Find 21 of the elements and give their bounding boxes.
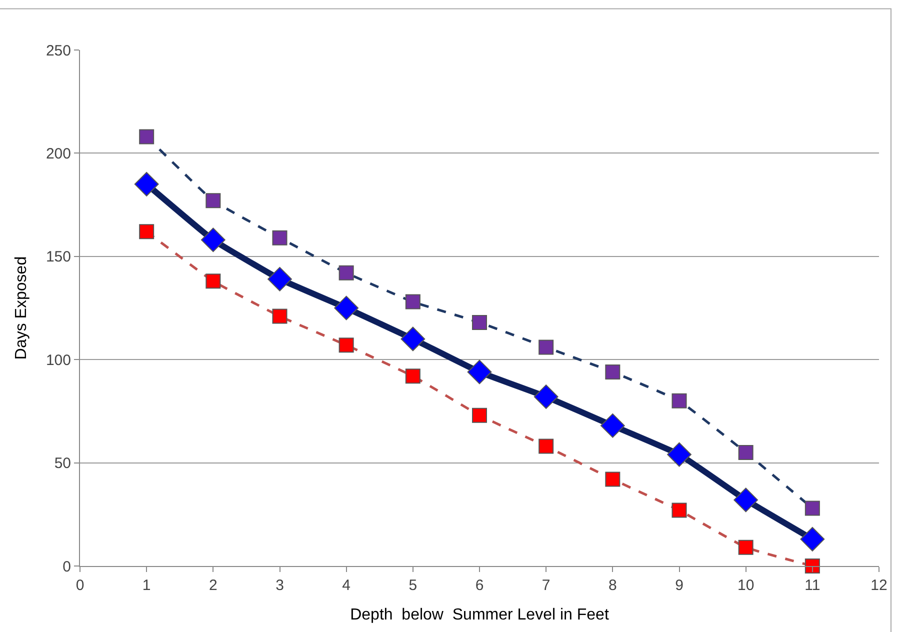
x-tick-label: 12	[870, 577, 888, 594]
y-tick-label: 150	[46, 248, 71, 266]
x-tick-label: 4	[342, 577, 350, 594]
x-axis-title: Depth below Summer Level in Feet	[350, 606, 610, 624]
x-tick-label: 9	[675, 577, 684, 594]
x-tick-label: 7	[542, 577, 550, 594]
x-tick-label: 3	[276, 577, 284, 594]
x-tick-label: 10	[737, 577, 754, 594]
x-tick-label: 6	[475, 577, 484, 594]
x-tick-label: 5	[408, 577, 418, 594]
y-tick-label: 200	[46, 145, 71, 162]
y-tick-label: 50	[54, 455, 71, 472]
y-axis-title: Days Exposed	[12, 256, 30, 360]
x-tick-label: 0	[76, 577, 84, 594]
x-tick-label: 2	[209, 577, 218, 594]
x-tick-label: 1	[142, 577, 151, 594]
x-tick-label: 11	[804, 577, 820, 594]
x-tick-label: 8	[608, 577, 617, 594]
y-tick-label: 100	[46, 352, 71, 369]
y-tick-label: 250	[46, 42, 71, 60]
y-tick-label: 0	[62, 558, 71, 576]
